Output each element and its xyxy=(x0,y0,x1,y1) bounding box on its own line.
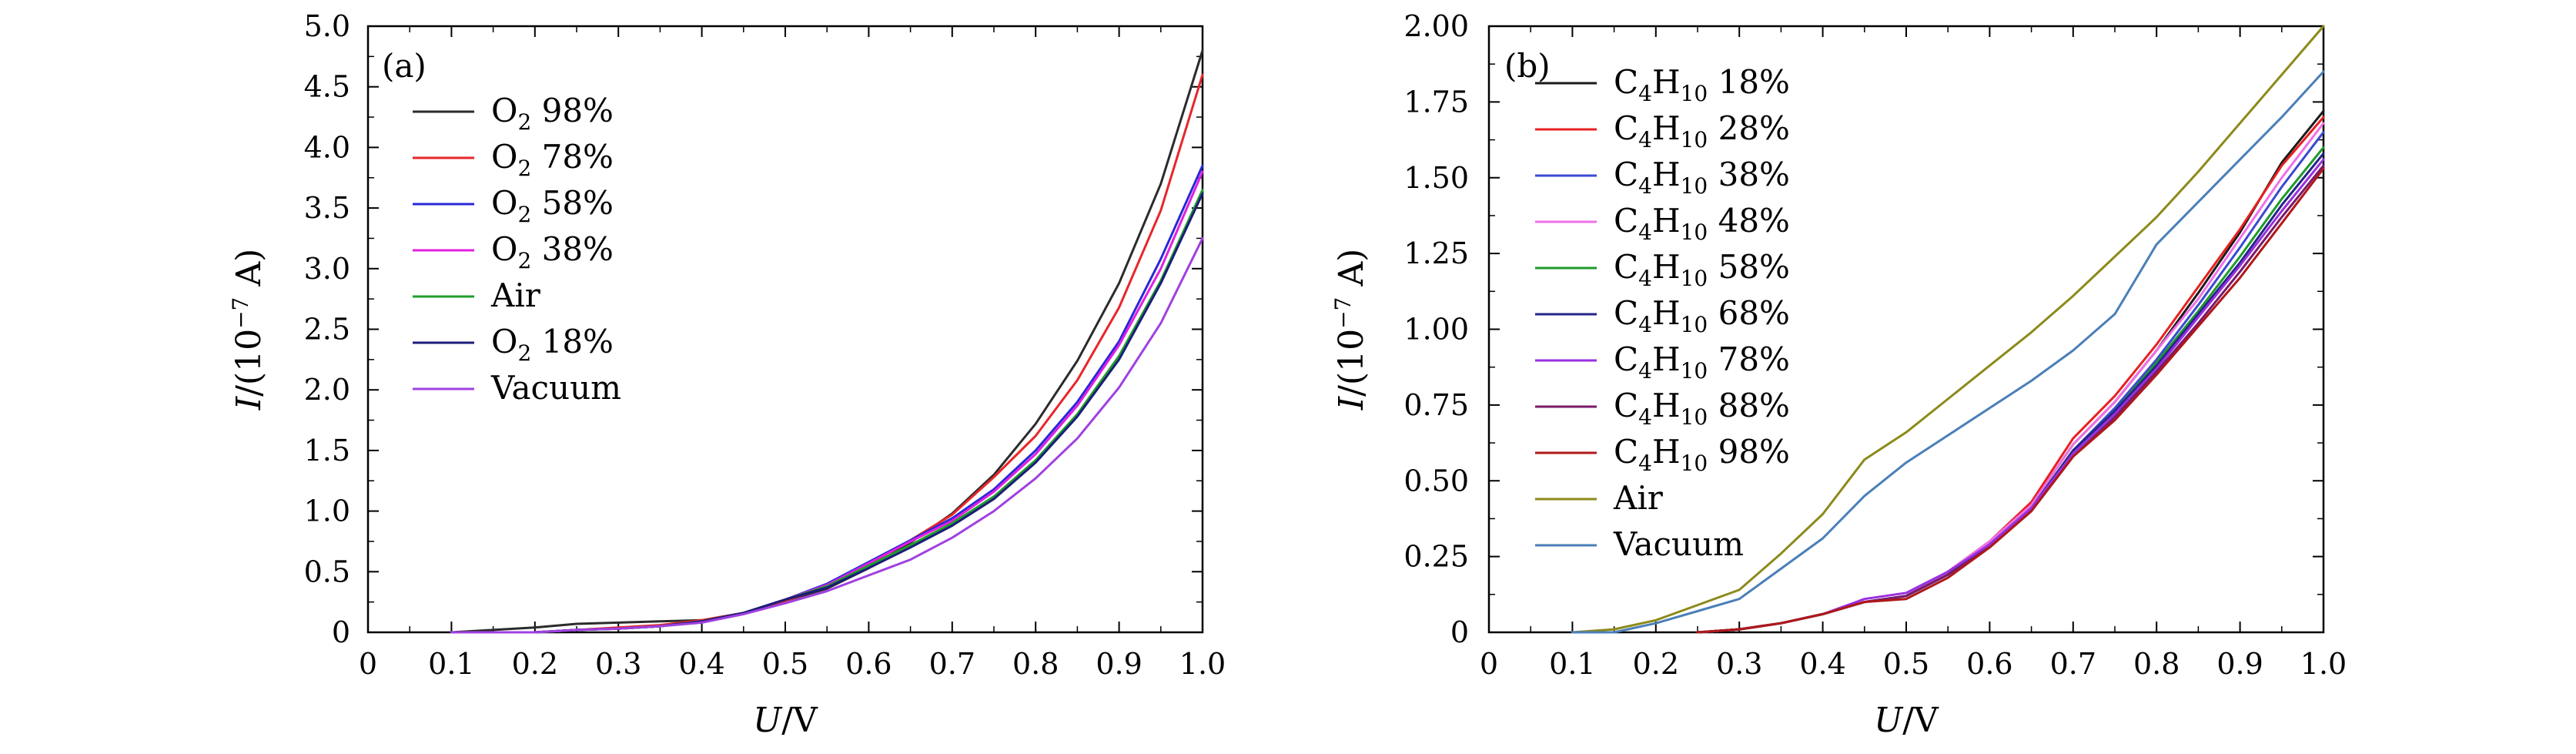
y-tick-label-a: 1.5 xyxy=(304,434,350,467)
series-line-b-4 xyxy=(1696,146,2325,634)
x-tick-label-a: 0.1 xyxy=(428,647,474,681)
y-tick-label-b: 1.00 xyxy=(1403,313,1469,347)
x-tick-label-a: 1.0 xyxy=(1179,647,1226,681)
y-axis-label-b: I/(10−7 A) xyxy=(1330,249,1371,411)
y-tick-label-a: 5.0 xyxy=(304,9,350,43)
legend-label-b-3: C4H10 48% xyxy=(1614,202,1790,245)
x-tick-label-a: 0 xyxy=(359,647,377,681)
x-tick-label-b: 0.5 xyxy=(1883,647,1929,681)
legend-label-a-3: O2 38% xyxy=(491,230,614,273)
y-tick-label-a: 0 xyxy=(332,615,350,649)
x-axis-label-a: U/V xyxy=(753,701,818,740)
y-tick-label-a: 1.0 xyxy=(304,494,350,528)
legend-label-a-5: O2 18% xyxy=(491,323,614,366)
legend-label-b-5: C4H10 68% xyxy=(1614,294,1790,337)
x-tick-label-b: 0.6 xyxy=(1966,647,2012,681)
series-line-b-10 xyxy=(1571,70,2325,634)
panel-a: 0 0.1 0.2 0.3 0.4 0.5 0.6 0.7 0.8 0.9 1.0 0 0.5 1.0 1.… xyxy=(228,9,1226,740)
legend-label-b-1: C4H10 28% xyxy=(1614,109,1790,152)
x-tick-label-a: 0.3 xyxy=(595,647,641,681)
series-line-b-1 xyxy=(1696,116,2325,634)
x-tick-label-b: 0.4 xyxy=(1799,647,1845,681)
y-axis-label-a: I/(10−7 A) xyxy=(228,249,269,411)
legend-label-b-6: C4H10 78% xyxy=(1614,340,1790,384)
legend-label-a-1: O2 78% xyxy=(491,138,614,181)
x-tick-label-b: 0.8 xyxy=(2133,647,2180,681)
series-line-b-3 xyxy=(1696,122,2325,634)
x-tick-label-a: 0.5 xyxy=(762,647,808,681)
panel-b: 0 0.1 0.2 0.3 0.4 0.5 0.6 0.7 0.8 0.9 1.000.250.50… xyxy=(1330,9,2347,740)
series-line-b-9 xyxy=(1571,25,2325,634)
series-line-a-6 xyxy=(450,236,1204,634)
legend-label-a-2: O2 58% xyxy=(491,184,614,227)
x-tick-label-a: 0.9 xyxy=(1096,647,1142,681)
y-tick-label-a: 3.5 xyxy=(304,191,350,225)
legend-label-b-9: Air xyxy=(1613,479,1664,517)
x-tick-label-a: 0.4 xyxy=(678,647,724,681)
y-tick-label-a: 2.0 xyxy=(304,373,350,407)
legend-label-b-0: C4H10 18% xyxy=(1614,63,1790,106)
y-tick-label-a: 4.0 xyxy=(304,130,350,164)
y-tick-label-b: 0.25 xyxy=(1403,540,1469,574)
series-line-b-0 xyxy=(1696,109,2325,634)
y-tick-label-b: 1.25 xyxy=(1403,236,1469,270)
y-tick-label-a: 4.5 xyxy=(304,70,350,104)
legend-label-a-0: O2 98% xyxy=(491,92,614,135)
y-tick-label-b: 2.00 xyxy=(1403,9,1469,43)
x-tick-label-b: 0.1 xyxy=(1549,647,1595,681)
x-tick-label-a: 0.7 xyxy=(929,647,975,681)
x-tick-label-b: 0.9 xyxy=(2216,647,2263,681)
x-tick-label-b: 1.0 xyxy=(2300,647,2347,681)
legend-label-a-6: Vacuum xyxy=(490,369,621,407)
legend-label-b-10: Vacuum xyxy=(1613,525,1744,563)
x-tick-label-b: 0.3 xyxy=(1716,647,1762,681)
x-axis-label-b: U/V xyxy=(1874,701,1939,740)
legend-label-b-4: C4H10 58% xyxy=(1614,248,1790,291)
legend-label-a-4: Air xyxy=(490,276,541,314)
y-tick-label-a: 3.0 xyxy=(304,252,350,286)
y-tick-label-b: 1.50 xyxy=(1403,161,1469,195)
x-tick-label-b: 0 xyxy=(1480,647,1498,681)
x-tick-label-b: 0.7 xyxy=(2050,647,2096,681)
panel-label-a: (a) xyxy=(382,47,427,85)
y-tick-label-a: 0.5 xyxy=(304,555,350,588)
series-line-b-8 xyxy=(1696,167,2325,634)
x-tick-label-b: 0.2 xyxy=(1633,647,1679,681)
legend-label-b-8: C4H10 98% xyxy=(1614,433,1790,476)
legend-label-b-2: C4H10 38% xyxy=(1614,156,1790,199)
y-tick-label-a: 2.5 xyxy=(304,313,350,347)
x-tick-label-a: 0.2 xyxy=(512,647,558,681)
series-line-b-2 xyxy=(1696,131,2325,634)
x-tick-label-a: 0.8 xyxy=(1012,647,1059,681)
x-tick-label-a: 0.6 xyxy=(845,647,892,681)
legend-label-b-7: C4H10 88% xyxy=(1614,387,1790,430)
panel-label-b: (b) xyxy=(1504,47,1551,85)
y-tick-label-b: 0 xyxy=(1450,615,1469,649)
y-tick-label-b: 0.50 xyxy=(1403,464,1469,498)
y-tick-label-b: 0.75 xyxy=(1403,388,1469,422)
y-tick-label-b: 1.75 xyxy=(1403,85,1469,119)
